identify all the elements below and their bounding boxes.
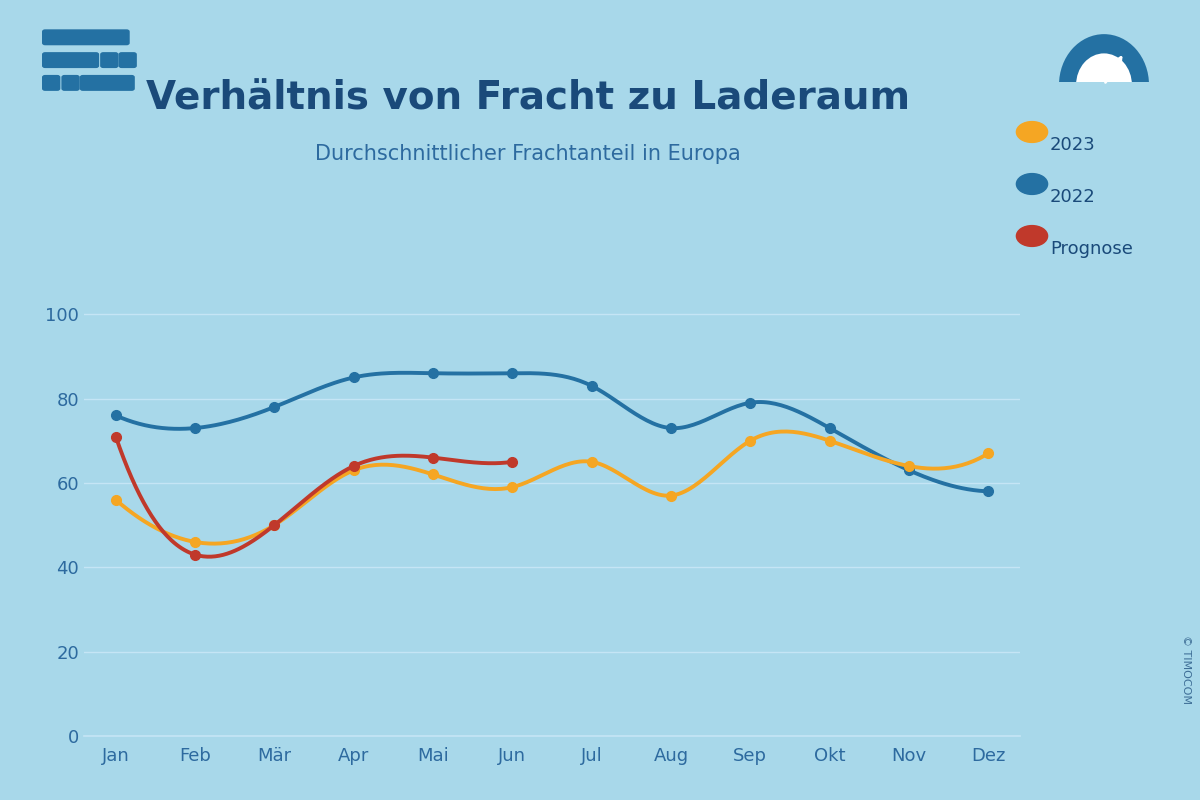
Text: Prognose: Prognose	[1050, 240, 1133, 258]
Text: 2023: 2023	[1050, 136, 1096, 154]
FancyBboxPatch shape	[79, 75, 134, 91]
Text: 2022: 2022	[1050, 188, 1096, 206]
FancyBboxPatch shape	[61, 75, 79, 91]
FancyBboxPatch shape	[42, 52, 100, 68]
FancyBboxPatch shape	[42, 30, 130, 46]
FancyBboxPatch shape	[42, 75, 60, 91]
Text: Verhältnis von Fracht zu Laderaum: Verhältnis von Fracht zu Laderaum	[146, 80, 910, 118]
Bar	[1055, 82, 1153, 92]
Text: Durchschnittlicher Frachtanteil in Europa: Durchschnittlicher Frachtanteil in Europ…	[316, 144, 740, 164]
FancyBboxPatch shape	[119, 52, 137, 68]
Wedge shape	[1060, 34, 1150, 85]
Text: © TIMOCOM: © TIMOCOM	[1181, 635, 1190, 704]
FancyBboxPatch shape	[100, 52, 119, 68]
Wedge shape	[1076, 54, 1132, 85]
